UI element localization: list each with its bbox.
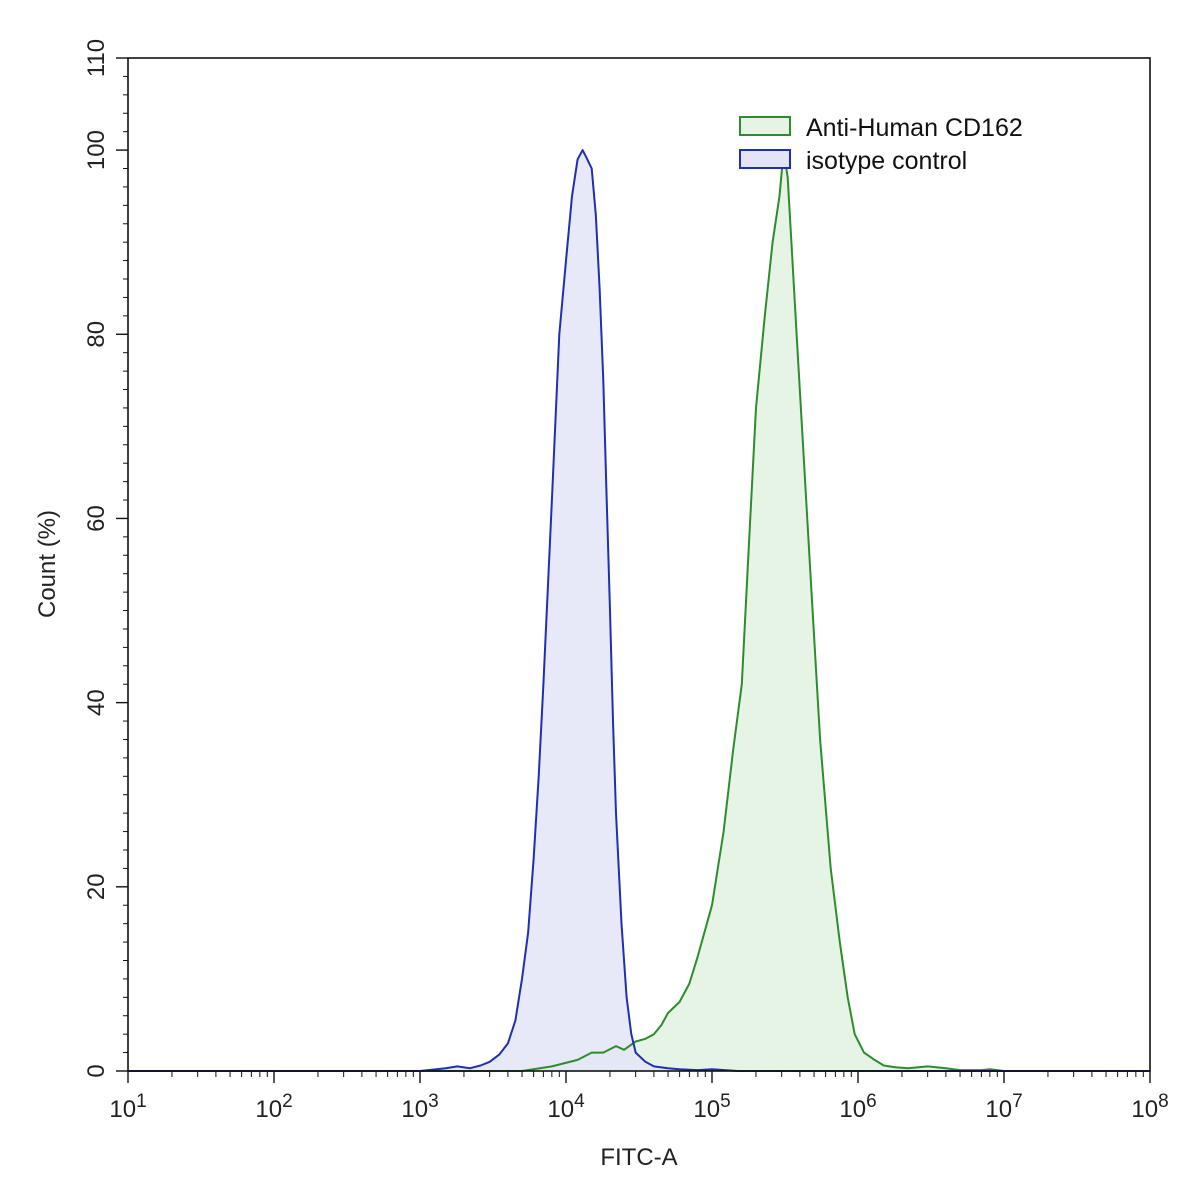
y-tick-label: 20 xyxy=(83,873,110,900)
legend-swatch-anti-human-cd162 xyxy=(739,116,791,136)
x-tick-label: 105 xyxy=(693,1091,730,1123)
legend: Anti-Human CD162 isotype control xyxy=(739,114,1023,175)
y-axis-ticks xyxy=(116,57,128,1072)
x-axis-ticks xyxy=(127,1071,1151,1083)
x-tick-label: 101 xyxy=(109,1091,146,1123)
x-tick-label: 102 xyxy=(255,1091,292,1123)
y-axis-label: Count (%) xyxy=(34,510,61,618)
series-fills xyxy=(420,150,1004,1072)
y-tick-label: 60 xyxy=(83,505,110,532)
y-tick-label: 80 xyxy=(83,321,110,348)
y-tick-label: 110 xyxy=(83,39,110,77)
x-tick-label: 106 xyxy=(839,1091,876,1123)
x-tick-label: 108 xyxy=(1131,1091,1168,1123)
x-tick-label: 107 xyxy=(985,1091,1022,1123)
x-tick-label: 104 xyxy=(547,1091,585,1123)
y-tick-label: 0 xyxy=(83,1064,110,1077)
series-lines xyxy=(128,149,1150,1072)
y-tick-label: 40 xyxy=(83,689,110,716)
series-line-isotype-control xyxy=(128,149,1150,1072)
plot-frame xyxy=(127,57,1151,1072)
series-area-anti-human-cd162 xyxy=(522,150,1004,1072)
x-tick-label: 103 xyxy=(401,1091,438,1123)
series-area-isotype-control xyxy=(420,150,738,1072)
legend-swatch-isotype-control xyxy=(739,149,791,169)
y-axis-tick-labels: 0 20 40 60 80 100 110 xyxy=(83,39,110,1078)
legend-label-anti-human-cd162: Anti-Human CD162 xyxy=(806,114,1023,142)
y-tick-label: 100 xyxy=(83,130,110,170)
legend-label-isotype-control: isotype control xyxy=(806,147,967,175)
series-line-anti-human-cd162 xyxy=(128,149,1150,1072)
x-axis-label: FITC-A xyxy=(600,1144,677,1171)
x-axis-tick-labels: 101 102 103 104 105 106 107 108 xyxy=(109,1091,1168,1123)
